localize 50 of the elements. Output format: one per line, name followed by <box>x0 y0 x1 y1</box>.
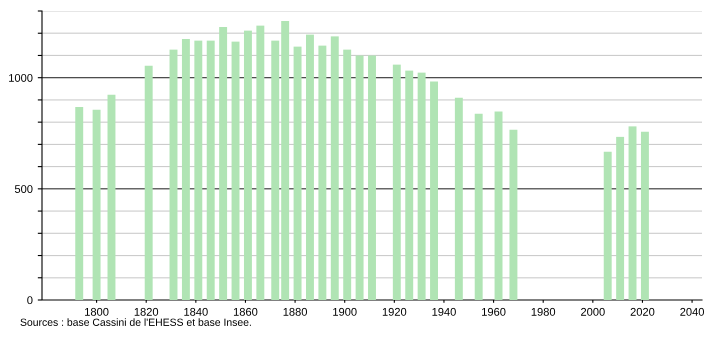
bar <box>244 30 252 300</box>
bar <box>628 126 636 300</box>
bar <box>170 50 178 300</box>
bar <box>454 98 463 300</box>
bar <box>206 40 215 300</box>
bar <box>616 136 624 300</box>
bar <box>194 40 202 300</box>
bar <box>318 46 326 300</box>
bar <box>474 114 483 300</box>
bar <box>418 72 426 300</box>
bar <box>75 107 84 300</box>
source-note: Sources : base Cassini de l'EHESS et base Insee. <box>20 318 251 326</box>
y-tick-label: 0 <box>27 296 33 304</box>
bar <box>430 81 438 300</box>
bar <box>604 152 612 300</box>
x-tick-label: 1980 <box>532 308 556 316</box>
x-tick-label: 1800 <box>85 308 109 316</box>
bar <box>356 55 364 300</box>
y-tick-label: 500 <box>14 185 33 193</box>
bar <box>256 26 264 300</box>
bar <box>219 27 228 300</box>
x-tick-label: 2000 <box>581 308 605 316</box>
x-tick-label: 1900 <box>333 308 357 316</box>
bar <box>271 40 280 300</box>
bar <box>494 111 503 300</box>
x-tick-label: 1880 <box>284 308 308 316</box>
bar <box>330 36 339 300</box>
bar <box>232 42 240 300</box>
bar <box>640 132 649 300</box>
bar <box>392 64 401 300</box>
bar <box>281 21 290 300</box>
bar <box>92 110 101 300</box>
bar <box>306 34 314 300</box>
bar <box>144 66 153 300</box>
bar <box>294 46 302 300</box>
x-tick-label: 2020 <box>630 308 654 316</box>
bar <box>182 39 190 300</box>
bar <box>368 55 376 300</box>
y-tick-label: 1000 <box>9 74 33 82</box>
x-tick-label: 1820 <box>134 308 158 316</box>
x-tick-label: 1940 <box>432 308 456 316</box>
x-tick-label: 1840 <box>184 308 208 316</box>
bar <box>343 50 352 300</box>
x-tick-label: 1960 <box>482 308 506 316</box>
bar <box>108 94 116 300</box>
x-tick-label: 1920 <box>382 308 406 316</box>
x-tick-label: 2040 <box>680 308 704 316</box>
bar <box>405 70 414 300</box>
bar <box>509 130 518 300</box>
x-tick-label: 1860 <box>234 308 258 316</box>
